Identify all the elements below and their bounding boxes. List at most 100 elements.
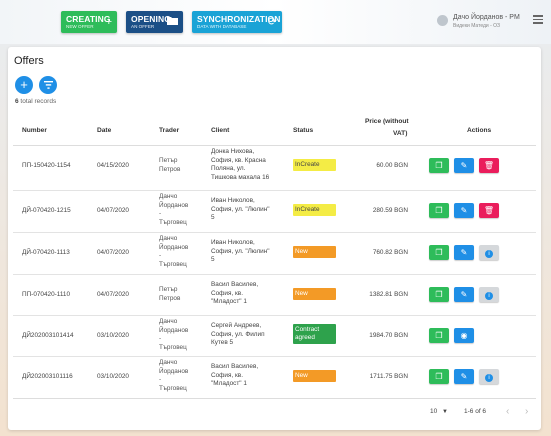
info-icon: i	[485, 374, 493, 382]
synchronization-button[interactable]: SYNCHRONIZATION DATA WITH DATABASE ⟳	[192, 11, 282, 33]
table-header: Number Date Trader Client Status Price (…	[13, 117, 536, 146]
copy-icon: ❐	[435, 248, 443, 257]
offer-trader: Данчо Йорданов - Търговец	[159, 359, 189, 392]
user-profile[interactable]: Дачо Йорданов - PM Видеки Матеди - ОЗ	[437, 12, 537, 32]
add-offer-button[interactable]: +	[15, 76, 33, 94]
offer-date: 03/10/2020	[97, 332, 129, 339]
status-badge: New	[293, 288, 336, 300]
copy-icon: ❐	[435, 161, 443, 170]
edit-button[interactable]: ✎	[454, 245, 474, 260]
copy-button[interactable]: ❐	[429, 158, 449, 173]
table-row[interactable]: ДЙ202003101414 03/10/2020 Данчо Йорданов -…	[13, 316, 536, 357]
header-date[interactable]: Date	[97, 127, 112, 134]
page-range: 1-6 of 6	[464, 408, 487, 415]
user-name: Дачо Йорданов - PM	[453, 14, 520, 21]
delete-button[interactable]: 🗑	[479, 203, 499, 218]
offer-price: 1382.81 BGN	[369, 291, 408, 298]
creating-sub-label: NEW OFFER	[66, 24, 94, 29]
edit-button[interactable]: ✎	[454, 287, 474, 302]
pencil-icon: ✎	[460, 248, 468, 257]
table-row[interactable]: ПП-150420-1154 04/15/2020 Петър Петров До…	[13, 146, 536, 191]
offer-number[interactable]: ПП-150420-1154	[22, 162, 71, 169]
copy-button[interactable]: ❐	[429, 369, 449, 384]
offer-price: 1984.70 BGN	[369, 332, 408, 339]
offer-number[interactable]: ДЙ-070420-1113	[22, 249, 70, 256]
view-button[interactable]: ◉	[454, 328, 474, 343]
creating-label: CREATING	[66, 14, 111, 24]
offer-price: 760.82 BGN	[372, 249, 408, 256]
offer-number[interactable]: ДЙ202003101116	[22, 373, 73, 380]
total-records: 6 total records	[15, 98, 56, 105]
filter-button[interactable]	[39, 76, 57, 94]
offer-number[interactable]: ПП-070420-1110	[22, 291, 71, 298]
offer-date: 04/15/2020	[97, 162, 129, 169]
rows-per-page-select[interactable]: 10 ▼	[430, 408, 448, 415]
offer-date: 03/10/2020	[97, 373, 129, 380]
offer-date: 04/07/2020	[97, 249, 129, 256]
delete-button[interactable]: 🗑	[479, 158, 499, 173]
offer-number[interactable]: ДЙ202003101414	[22, 332, 74, 339]
plus-icon: +	[105, 16, 112, 28]
offer-client: Сергей Андреев, София, ул. Филип Кутев 5	[211, 322, 265, 347]
opening-label: OPENING	[131, 14, 171, 24]
info-button[interactable]: i	[479, 245, 499, 260]
edit-button[interactable]: ✎	[454, 158, 474, 173]
trash-icon: 🗑	[483, 206, 495, 215]
offer-date: 04/07/2020	[97, 207, 129, 214]
edit-button[interactable]: ✎	[454, 203, 474, 218]
copy-button[interactable]: ❐	[429, 287, 449, 302]
offer-trader: Данчо Йорданов - Търговец	[159, 193, 189, 226]
user-avatar-icon	[437, 15, 448, 26]
hamburger-menu-icon[interactable]	[533, 15, 543, 24]
status-badge: InCreate	[293, 159, 336, 171]
copy-button[interactable]: ❐	[429, 328, 449, 343]
offer-client: Донка Нихова, София, кв. Красна Поляна, ул…	[211, 148, 270, 181]
header-trader[interactable]: Trader	[159, 127, 180, 134]
pencil-icon: ✎	[460, 290, 468, 299]
next-page-icon[interactable]: ›	[525, 406, 529, 417]
plus-icon: +	[20, 77, 28, 92]
table-row[interactable]: ПП-070420-1110 04/07/2020 Петър Петров Ва…	[13, 275, 536, 316]
creating-new-offer-button[interactable]: CREATING NEW OFFER +	[61, 11, 117, 33]
copy-icon: ❐	[435, 290, 443, 299]
header-status[interactable]: Status	[293, 127, 314, 134]
user-role: Видеки Матеди - ОЗ	[453, 23, 501, 29]
pencil-icon: ✎	[460, 161, 468, 170]
eye-icon: ◉	[460, 331, 468, 340]
offer-client: Васил Василев, София, кв. "Младост" 1	[211, 363, 259, 388]
info-icon: i	[485, 292, 493, 300]
table-row[interactable]: ДЙ202003101116 03/10/2020 Данчо Йорданов -…	[13, 357, 536, 399]
header-actions: Actions	[467, 127, 492, 134]
header-price-line2[interactable]: VAT)	[393, 130, 408, 137]
status-badge: New	[293, 246, 336, 258]
copy-button[interactable]: ❐	[429, 203, 449, 218]
edit-button[interactable]: ✎	[454, 369, 474, 384]
offer-number[interactable]: ДЙ-070420-1215	[22, 207, 71, 214]
filter-icon	[43, 81, 53, 89]
status-badge: Contract agreed	[293, 324, 336, 344]
rows-per-page-value: 10	[430, 408, 438, 415]
header-number[interactable]: Number	[22, 127, 47, 134]
offer-client: Васил Василев, София, кв. "Младост" 1	[211, 281, 259, 306]
table-row[interactable]: ДЙ-070420-1113 04/07/2020 Данчо Йорданов -…	[13, 233, 536, 275]
opening-offer-button[interactable]: OPENING AN OFFER	[126, 11, 183, 33]
offers-card: Offers + 6 total records Number Date Tra…	[8, 47, 541, 430]
offer-trader: Петър Петров	[159, 286, 181, 302]
pagination-footer: 10 ▼ 1-6 of 6 ‹ ›	[13, 399, 536, 423]
table-row[interactable]: ДЙ-070420-1215 04/07/2020 Данчо Йорданов -…	[13, 191, 536, 233]
previous-page-icon[interactable]: ‹	[506, 406, 510, 417]
offer-trader: Данчо Йорданов - Търговец	[159, 318, 189, 351]
header-price-line1[interactable]: Price (without	[365, 118, 409, 125]
caret-down-icon: ▼	[442, 409, 448, 415]
info-button[interactable]: i	[479, 369, 499, 384]
copy-icon: ❐	[435, 372, 443, 381]
info-button[interactable]: i	[479, 287, 499, 302]
offer-price: 1711.75 BGN	[369, 373, 408, 380]
offer-date: 04/07/2020	[97, 291, 129, 298]
offer-client: Иван Николов, София, ул. "Люлин" 5	[211, 197, 270, 222]
total-count: 6	[15, 98, 19, 105]
total-label: total records	[18, 98, 57, 105]
header-client[interactable]: Client	[211, 127, 230, 134]
copy-button[interactable]: ❐	[429, 245, 449, 260]
top-bar: CREATING NEW OFFER + OPENING AN OFFER SY…	[0, 0, 551, 44]
